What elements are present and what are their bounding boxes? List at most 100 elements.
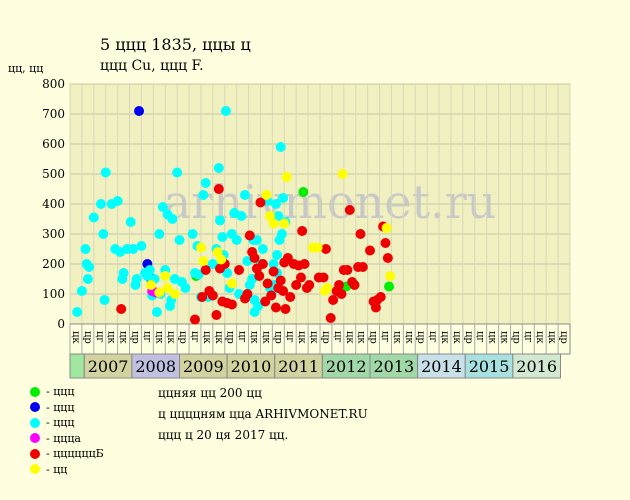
year-cell <box>321 353 371 379</box>
data-point <box>251 235 262 245</box>
data-point <box>325 313 336 323</box>
legend-item: - ццц <box>30 415 104 431</box>
data-point <box>268 266 279 277</box>
chart-title: 5 ццц 1835, ццы ц <box>100 35 251 54</box>
data-point <box>95 199 106 209</box>
data-point <box>198 190 209 200</box>
data-point <box>174 235 185 245</box>
year-label: 2011 <box>278 357 319 376</box>
data-point <box>116 304 127 314</box>
note-line: ццняя цц 200 цц <box>158 386 262 400</box>
quarter-label: цр <box>82 331 93 344</box>
quarter-label: цк <box>249 331 260 344</box>
y-tick-label: 600 <box>42 137 65 151</box>
quarter-label: цг <box>475 331 486 343</box>
y-tick-label: 500 <box>42 167 65 181</box>
quarter-label: цг <box>379 331 390 343</box>
legend-dot <box>30 464 40 475</box>
data-point <box>226 278 237 289</box>
data-point <box>217 232 228 242</box>
quarter-label: цк <box>356 331 367 344</box>
data-point <box>268 218 279 229</box>
quarter-label: цр <box>558 331 569 344</box>
data-point <box>275 142 286 152</box>
data-point <box>344 205 355 215</box>
year-cell <box>274 353 323 379</box>
data-point <box>337 169 348 179</box>
quarter-label: цк <box>344 331 355 344</box>
year-cell <box>226 353 276 379</box>
data-point <box>270 302 281 313</box>
legend-label: - ццц <box>46 416 75 429</box>
quarter-label: цк <box>201 331 212 344</box>
data-point <box>195 242 206 253</box>
data-point <box>349 280 360 290</box>
y-tick-label: 700 <box>42 107 65 121</box>
data-point <box>169 289 180 299</box>
data-point <box>212 247 223 257</box>
quarter-label: цр <box>225 331 236 344</box>
legend-item: - ццц <box>30 400 104 416</box>
data-point <box>382 253 393 263</box>
y-axis-label: цц, цц <box>8 62 44 75</box>
legend-label: - ццццццБ <box>46 447 104 460</box>
data-point <box>213 184 224 194</box>
data-point <box>80 244 91 254</box>
data-point <box>197 292 208 302</box>
data-point <box>211 310 222 320</box>
data-point <box>275 275 286 286</box>
data-point <box>318 272 329 283</box>
quarter-label: цг <box>189 331 200 343</box>
year-cell <box>512 353 561 379</box>
data-point <box>342 265 353 275</box>
quarter-label: цк <box>546 331 557 344</box>
data-point <box>257 244 268 254</box>
data-point <box>136 241 147 251</box>
year-lead-cell <box>69 353 85 379</box>
quarter-label: цк <box>499 331 510 344</box>
y-tick-label: 400 <box>42 197 65 211</box>
data-point <box>375 292 386 302</box>
data-point <box>299 259 310 269</box>
quarter-label: цг <box>522 331 533 343</box>
data-point <box>167 214 178 224</box>
quarter-label: цк <box>487 331 498 344</box>
data-point <box>291 280 302 290</box>
legend-label: - цццa <box>46 431 81 445</box>
quarter-label: цр <box>415 331 426 344</box>
data-point <box>278 193 289 203</box>
data-point <box>249 253 260 263</box>
quarter-label: цк <box>106 331 117 344</box>
quarter-label: цг <box>237 331 248 343</box>
year-cell <box>369 353 419 379</box>
quarter-label: цг <box>332 331 343 343</box>
data-point <box>76 286 87 296</box>
data-point <box>268 259 279 269</box>
data-point <box>384 281 395 292</box>
data-point <box>385 271 396 281</box>
data-point <box>118 268 129 278</box>
data-point <box>144 265 155 275</box>
note-line: ц ццццням цца ARHIVMONET.RU <box>158 407 368 421</box>
data-point <box>215 215 225 226</box>
data-point <box>270 199 281 209</box>
data-point <box>280 304 291 314</box>
data-point <box>236 211 247 221</box>
legend-dot <box>30 402 40 413</box>
data-point <box>257 259 268 269</box>
data-point <box>255 197 266 208</box>
data-point <box>312 242 323 253</box>
legend-item: - цц <box>30 462 104 478</box>
data-point <box>328 295 339 305</box>
year-label: 2009 <box>183 357 224 376</box>
data-point <box>82 274 93 284</box>
year-cell <box>131 353 181 379</box>
notes: ццняя цц 200 цц ц ццццням цца ARHIVMONET… <box>158 383 368 446</box>
quarter-label: цк <box>308 331 319 344</box>
data-point <box>297 226 308 236</box>
data-point <box>266 290 277 301</box>
legend-dot <box>30 417 40 428</box>
data-point <box>131 274 142 284</box>
data-point <box>207 290 218 301</box>
